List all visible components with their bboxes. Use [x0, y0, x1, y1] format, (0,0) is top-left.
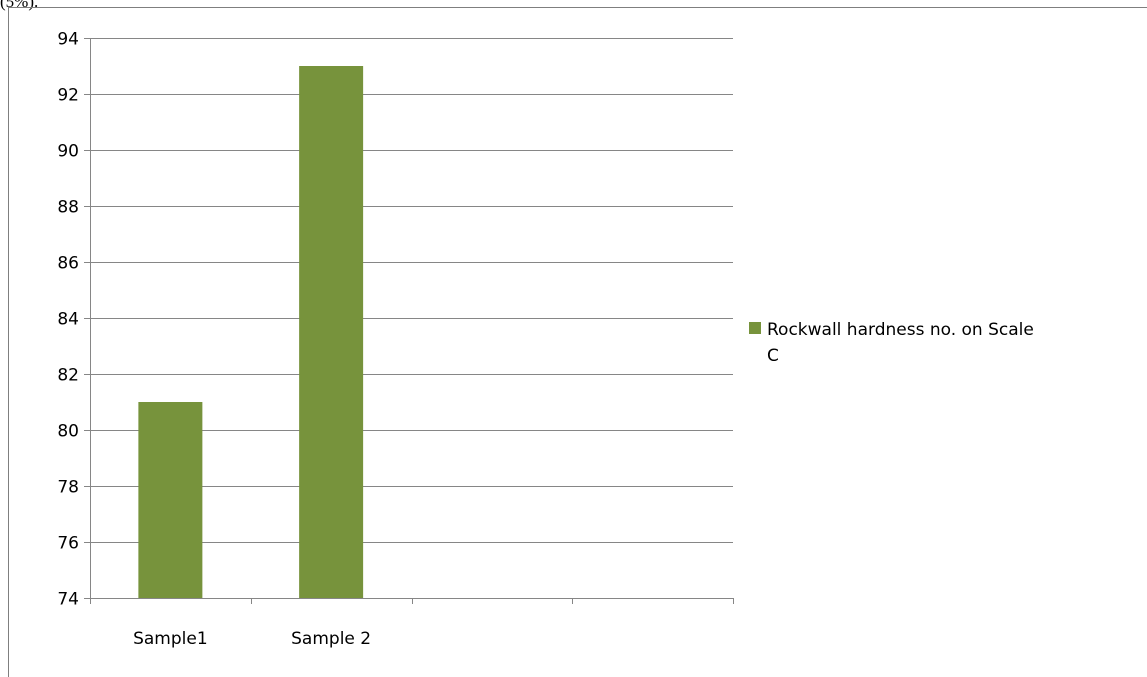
legend: Rockwall hardness no. on Scale C	[749, 320, 1034, 366]
bars	[138, 66, 364, 598]
y-tick-label: 88	[57, 198, 79, 218]
y-tick-label: 90	[57, 142, 79, 162]
legend-label-line-1: Rockwall hardness no. on Scale	[767, 320, 1034, 340]
chart-frame	[8, 7, 1147, 677]
bar-sample-2	[299, 66, 364, 598]
x-tick-label: Sample1	[133, 629, 208, 649]
y-tick-label: 82	[57, 366, 79, 386]
y-tick-label: 78	[57, 478, 79, 498]
axes	[84, 38, 734, 604]
y-tick-label: 74	[57, 590, 79, 610]
y-tick-label: 76	[57, 534, 79, 554]
y-tick-label: 86	[57, 254, 79, 274]
x-tick-label: Sample 2	[291, 629, 371, 649]
page-text-fragment: (5%).	[0, 0, 39, 11]
legend-swatch	[749, 322, 761, 334]
y-tick-label: 92	[57, 86, 79, 106]
y-tick-label: 94	[57, 30, 79, 50]
legend-label-line-2: C	[767, 346, 779, 366]
tick-labels: 74 76 78 80 82 84 86 88 90 92 94 Sample1 Sample 2	[57, 30, 371, 650]
bar-sample1	[138, 402, 203, 598]
y-tick-label: 80	[57, 422, 79, 442]
y-tick-label: 84	[57, 310, 79, 330]
